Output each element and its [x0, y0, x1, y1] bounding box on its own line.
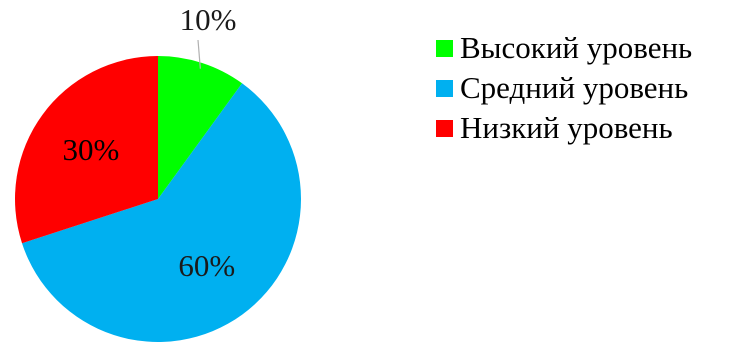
legend-item-low: Низкий уровень	[436, 108, 692, 148]
legend-swatch-high	[436, 39, 453, 57]
legend-label-low: Низкий уровень	[460, 110, 673, 145]
legend-swatch-low	[436, 119, 453, 137]
slice-label-medium: 60%	[178, 248, 235, 283]
leader-line	[197, 39, 201, 69]
legend-label-medium: Средний уровень	[460, 70, 689, 105]
pie-slice-high	[158, 56, 243, 199]
legend-swatch-medium	[436, 79, 453, 97]
slice-label-high: 10%	[180, 2, 237, 37]
pie-slices	[14, 56, 302, 343]
legend-label-high: Высокий уровень	[460, 30, 693, 65]
legend: Высокий уровень Средний уровень Низкий у…	[436, 28, 692, 148]
slice-labels: 10% 60% 30%	[62, 2, 236, 283]
legend-item-high: Высокий уровень	[436, 28, 692, 68]
pie-slice-low	[14, 56, 159, 244]
pie-slice-medium	[21, 83, 302, 343]
slice-label-low: 30%	[62, 132, 119, 167]
legend-item-medium: Средний уровень	[436, 68, 692, 108]
